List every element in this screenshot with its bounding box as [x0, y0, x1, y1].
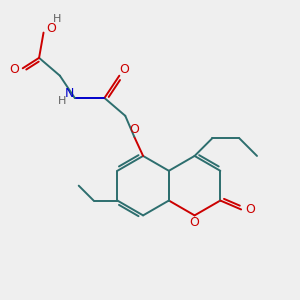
Text: H: H [58, 96, 66, 106]
Text: O: O [129, 123, 139, 136]
Text: O: O [9, 63, 19, 76]
Text: O: O [245, 203, 255, 216]
Text: O: O [119, 63, 129, 76]
Text: O: O [190, 216, 200, 229]
Text: N: N [65, 87, 74, 100]
Text: H: H [53, 14, 61, 24]
Text: O: O [46, 22, 56, 34]
